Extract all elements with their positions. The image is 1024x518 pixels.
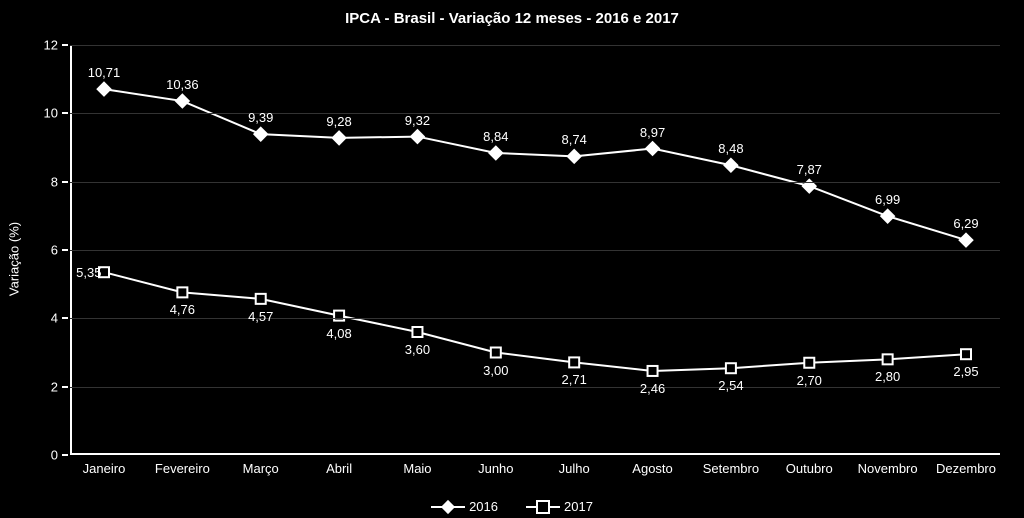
diamond-icon bbox=[441, 499, 455, 513]
data-label-2017: 5,35 bbox=[76, 265, 101, 280]
marker-2016 bbox=[959, 233, 973, 247]
gridline bbox=[70, 45, 1000, 46]
data-label-2017: 2,71 bbox=[562, 372, 587, 387]
x-tick-label: Novembro bbox=[858, 461, 918, 476]
y-tick-label: 2 bbox=[51, 379, 58, 394]
x-tick-label: Janeiro bbox=[83, 461, 126, 476]
data-label-2017: 2,54 bbox=[718, 378, 743, 393]
y-tick-label: 8 bbox=[51, 174, 58, 189]
x-tick-label: Agosto bbox=[632, 461, 672, 476]
marker-2016 bbox=[254, 127, 268, 141]
marker-2017 bbox=[883, 354, 893, 364]
marker-2016 bbox=[489, 146, 503, 160]
marker-2016 bbox=[724, 158, 738, 172]
marker-2017 bbox=[412, 327, 422, 337]
marker-2017 bbox=[648, 366, 658, 376]
y-tick bbox=[62, 249, 68, 251]
marker-2016 bbox=[645, 141, 659, 155]
data-label-2017: 2,70 bbox=[797, 373, 822, 388]
x-tick-label: Junho bbox=[478, 461, 513, 476]
legend-label: 2017 bbox=[564, 499, 593, 514]
legend: 2016 2017 bbox=[0, 496, 1024, 515]
y-tick-label: 10 bbox=[44, 106, 58, 121]
gridline bbox=[70, 387, 1000, 388]
data-label-2016: 8,74 bbox=[562, 132, 587, 147]
data-label-2016: 7,87 bbox=[797, 162, 822, 177]
marker-2016 bbox=[881, 209, 895, 223]
marker-2016 bbox=[410, 129, 424, 143]
plot-area: 024681012JaneiroFevereiroMarçoAbrilMaioJ… bbox=[70, 45, 1000, 455]
data-label-2016: 9,39 bbox=[248, 110, 273, 125]
y-axis-label: Variação (%) bbox=[7, 222, 22, 296]
data-label-2017: 2,80 bbox=[875, 369, 900, 384]
marker-2016 bbox=[567, 149, 581, 163]
legend-label: 2016 bbox=[469, 499, 498, 514]
data-label-2016: 9,28 bbox=[326, 114, 351, 129]
marker-2016 bbox=[332, 131, 346, 145]
chart-title: IPCA - Brasil - Variação 12 meses - 2016… bbox=[0, 10, 1024, 27]
y-tick bbox=[62, 317, 68, 319]
marker-2017 bbox=[804, 358, 814, 368]
x-tick-label: Setembro bbox=[703, 461, 759, 476]
x-tick-label: Outubro bbox=[786, 461, 833, 476]
gridline bbox=[70, 182, 1000, 183]
data-label-2017: 4,08 bbox=[326, 326, 351, 341]
marker-2016 bbox=[97, 82, 111, 96]
data-label-2017: 4,57 bbox=[248, 309, 273, 324]
data-label-2016: 10,36 bbox=[166, 77, 199, 92]
legend-item-2017: 2017 bbox=[526, 499, 593, 514]
marker-2016 bbox=[175, 94, 189, 108]
data-label-2016: 6,99 bbox=[875, 192, 900, 207]
x-tick-label: Março bbox=[243, 461, 279, 476]
series-line-2017 bbox=[104, 272, 966, 371]
marker-2017 bbox=[491, 348, 501, 358]
data-label-2016: 8,97 bbox=[640, 125, 665, 140]
data-label-2017: 4,76 bbox=[170, 302, 195, 317]
gridline bbox=[70, 113, 1000, 114]
y-tick-label: 0 bbox=[51, 448, 58, 463]
series-line-2016 bbox=[104, 89, 966, 240]
y-tick-label: 4 bbox=[51, 311, 58, 326]
y-tick-label: 12 bbox=[44, 38, 58, 53]
marker-2017 bbox=[177, 287, 187, 297]
gridline bbox=[70, 318, 1000, 319]
y-tick bbox=[62, 386, 68, 388]
data-label-2017: 3,60 bbox=[405, 342, 430, 357]
y-tick bbox=[62, 112, 68, 114]
x-tick-label: Dezembro bbox=[936, 461, 996, 476]
data-label-2016: 6,29 bbox=[953, 216, 978, 231]
marker-2017 bbox=[256, 294, 266, 304]
x-tick-label: Julho bbox=[559, 461, 590, 476]
chart-container: IPCA - Brasil - Variação 12 meses - 2016… bbox=[0, 0, 1024, 518]
data-label-2017: 2,95 bbox=[953, 364, 978, 379]
legend-item-2016: 2016 bbox=[431, 499, 498, 514]
x-tick-label: Fevereiro bbox=[155, 461, 210, 476]
gridline bbox=[70, 250, 1000, 251]
y-tick bbox=[62, 44, 68, 46]
data-label-2017: 3,00 bbox=[483, 363, 508, 378]
y-tick-label: 6 bbox=[51, 243, 58, 258]
marker-2017 bbox=[569, 357, 579, 367]
y-tick bbox=[62, 181, 68, 183]
data-label-2016: 8,84 bbox=[483, 129, 508, 144]
data-label-2016: 10,71 bbox=[88, 65, 121, 80]
data-label-2017: 2,46 bbox=[640, 381, 665, 396]
y-tick bbox=[62, 454, 68, 456]
x-tick-label: Maio bbox=[403, 461, 431, 476]
data-label-2016: 9,32 bbox=[405, 113, 430, 128]
square-icon bbox=[536, 500, 550, 514]
data-label-2016: 8,48 bbox=[718, 141, 743, 156]
x-tick-label: Abril bbox=[326, 461, 352, 476]
marker-2017 bbox=[961, 349, 971, 359]
marker-2017 bbox=[726, 363, 736, 373]
